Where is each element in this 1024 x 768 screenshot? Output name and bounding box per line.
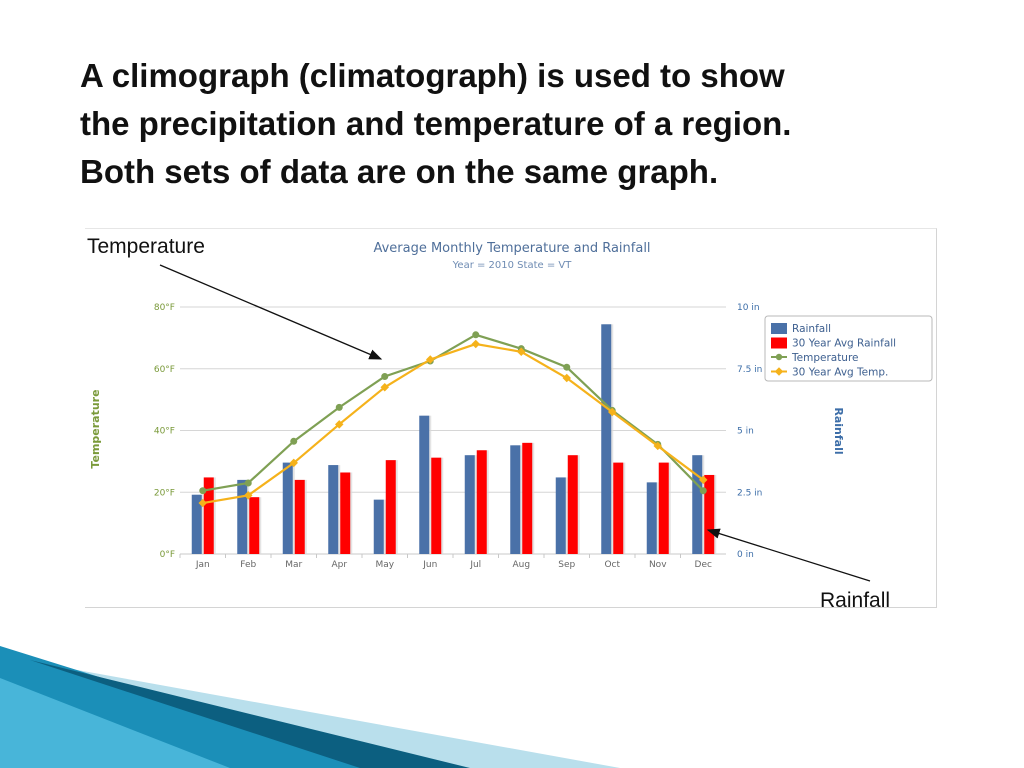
x-tick-label: Nov — [649, 560, 667, 570]
point — [198, 498, 207, 508]
bar — [385, 460, 396, 554]
callout-rainfall-label: Rainfall — [820, 589, 891, 612]
x-tick-label: Oct — [604, 560, 620, 570]
point — [289, 458, 298, 468]
point — [472, 331, 480, 339]
bar — [282, 462, 293, 554]
y-axis-right-title: Rainfall — [832, 407, 845, 454]
x-tick-label: May — [375, 560, 394, 570]
point — [290, 437, 298, 445]
series-line — [202, 342, 704, 505]
y-left-tick-label: 80°F — [154, 303, 175, 313]
point — [244, 491, 253, 500]
bar-series — [191, 324, 717, 554]
x-tick-label: Feb — [240, 560, 256, 570]
legend-label: 30 Year Avg Temp. — [792, 367, 888, 379]
climograph-chart: Average Monthly Temperature and Rainfall… — [89, 241, 933, 570]
bar — [555, 477, 566, 554]
y-axis-left-title: Temperature — [89, 389, 102, 468]
bar — [203, 477, 214, 554]
bar — [191, 494, 202, 554]
chart-frame: Average Monthly Temperature and Rainfall… — [85, 228, 937, 608]
legend-label: 30 Year Avg Rainfall — [792, 338, 896, 350]
point — [244, 479, 252, 487]
y-left-tick-label: 0°F — [160, 550, 175, 560]
legend-swatch — [771, 337, 787, 349]
heading-line-1: A climograph (climatograph) is used to s… — [80, 57, 785, 94]
bar — [249, 497, 260, 554]
y-right-tick-label: 2.5 in — [737, 488, 762, 498]
point — [471, 339, 480, 349]
point — [381, 372, 389, 380]
x-tick-label: Aug — [512, 560, 530, 570]
bar — [692, 455, 703, 554]
bar — [294, 479, 305, 554]
heading-line-3: Both sets of data are on the same graph. — [80, 153, 719, 190]
y-left-tick-label: 60°F — [154, 365, 175, 375]
bar — [464, 455, 475, 554]
x-tick-label: Jul — [469, 560, 481, 570]
x-tick-label: Dec — [695, 560, 712, 570]
x-tick-label: Mar — [285, 560, 302, 570]
bar — [419, 415, 430, 554]
bar — [510, 445, 521, 554]
legend-label: Rainfall — [792, 323, 831, 335]
bar — [646, 482, 657, 554]
chart-legend: Rainfall 30 Year Avg Rainfall Temperature 3… — [764, 315, 933, 382]
x-tick-label: Apr — [331, 560, 347, 570]
bar — [476, 450, 487, 554]
legend-box — [764, 315, 933, 382]
y-right-tick-label: 7.5 in — [737, 365, 762, 375]
chart-title: Average Monthly Temperature and Rainfall — [373, 241, 650, 256]
bar — [328, 465, 339, 554]
y-right-tick-label: 0 in — [737, 550, 754, 560]
bar — [704, 474, 715, 554]
point — [653, 441, 662, 451]
corner-stripes-decoration — [0, 646, 620, 768]
y-left-tick-label: 40°F — [154, 427, 175, 437]
gridlines — [180, 306, 726, 555]
legend-marker — [774, 367, 784, 376]
chart-subtitle: Year = 2010 State = VT — [452, 260, 573, 271]
bar — [613, 462, 624, 554]
series-line — [202, 333, 705, 492]
x-tick-label: Jun — [422, 560, 437, 570]
x-tick-label: Jan — [195, 560, 210, 570]
point — [335, 403, 343, 411]
y-left-tick-label: 20°F — [154, 488, 175, 498]
bar — [340, 472, 351, 554]
point — [335, 420, 344, 429]
bar — [237, 479, 248, 554]
point — [199, 487, 207, 495]
bar — [431, 457, 442, 554]
point — [426, 355, 435, 364]
legend-marker — [775, 353, 783, 361]
highlight-stripe — [0, 678, 230, 768]
legend-swatch — [771, 323, 787, 334]
line-series — [198, 331, 708, 508]
x-tick-label: Sep — [558, 560, 575, 570]
point — [699, 487, 707, 495]
bar — [373, 499, 384, 554]
bar — [567, 455, 578, 554]
bar — [601, 324, 612, 554]
bar — [522, 442, 533, 554]
heading-line-2: the precipitation and temperature of a r… — [80, 105, 792, 142]
point — [699, 475, 708, 485]
callout-temperature-label: Temperature — [87, 235, 205, 258]
dark-stripe — [30, 660, 470, 768]
bar — [658, 462, 669, 554]
point — [380, 383, 389, 392]
point — [608, 407, 617, 417]
slide-heading: A climograph (climatograph) is used to s… — [80, 52, 960, 196]
point — [563, 363, 571, 371]
y-right-tick-label: 5 in — [737, 427, 754, 437]
y-right-tick-label: 10 in — [737, 303, 760, 313]
legend-label: Temperature — [791, 352, 859, 364]
axes: 0°F 20°F 40°F 60°F 80°F 0 in 2.5 in 5 in 7.5 in 1… — [154, 303, 763, 570]
